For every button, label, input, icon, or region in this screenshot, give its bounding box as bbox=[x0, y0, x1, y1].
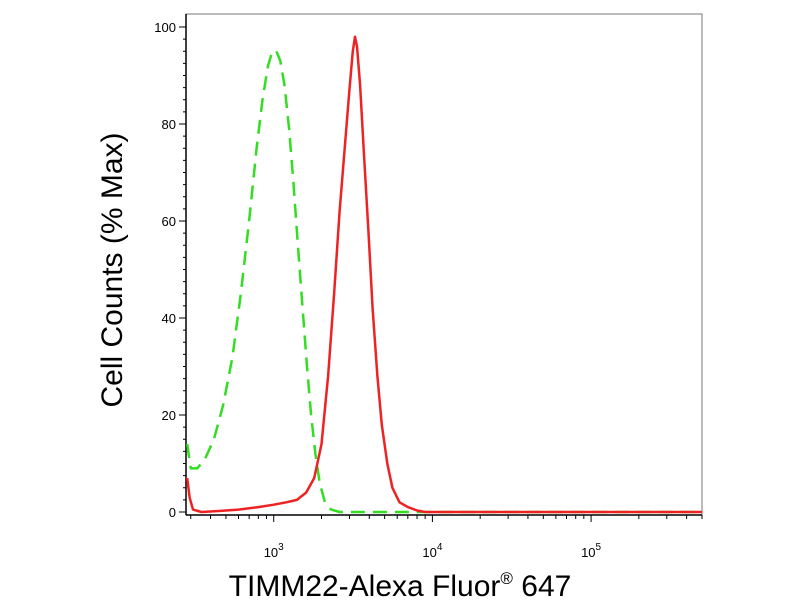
series-line-green-dashed bbox=[185, 50, 702, 514]
x-axis-label-registered-mark: ® bbox=[500, 569, 513, 588]
series-line-red-solid bbox=[185, 35, 702, 514]
series-group bbox=[185, 35, 702, 514]
x-axis-label: TIMM22-Alexa Fluor® 647 bbox=[229, 569, 572, 600]
y-tick-label: 80 bbox=[162, 117, 176, 132]
x-tick-base: 10 bbox=[264, 545, 278, 560]
x-tick-label: 104 bbox=[422, 542, 442, 560]
x-axis-label-tail: 647 bbox=[513, 570, 571, 600]
x-tick-base: 10 bbox=[422, 545, 436, 560]
y-tick-label: 60 bbox=[162, 214, 176, 229]
y-tick-label: 20 bbox=[162, 408, 176, 423]
y-tick-label: 40 bbox=[162, 311, 176, 326]
x-tick-exponent: 3 bbox=[278, 542, 284, 553]
x-tick-base: 10 bbox=[581, 545, 595, 560]
y-tick-label: 0 bbox=[169, 505, 176, 520]
y-tick-label: 100 bbox=[154, 20, 176, 35]
x-tick-exponent: 5 bbox=[596, 542, 602, 553]
x-ticks-group: 103 104 105 bbox=[264, 542, 602, 560]
axes-group bbox=[179, 13, 703, 522]
y-ticks-group: 0 20 40 60 80 100 bbox=[154, 20, 176, 520]
x-axis-label-main: TIMM22-Alexa Fluor bbox=[229, 570, 501, 600]
y-axis-label: Cell Counts (% Max) bbox=[96, 132, 129, 407]
x-tick-label: 103 bbox=[264, 542, 284, 560]
x-tick-exponent: 4 bbox=[437, 542, 443, 553]
x-tick-label: 105 bbox=[581, 542, 601, 560]
